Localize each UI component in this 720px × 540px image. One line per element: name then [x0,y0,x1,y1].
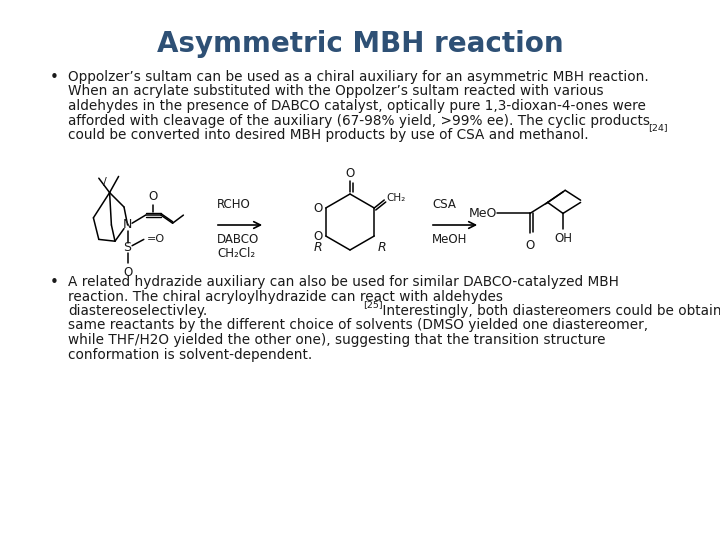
Text: could be converted into desired MBH products by use of CSA and methanol.: could be converted into desired MBH prod… [68,128,589,142]
Text: R: R [314,241,323,254]
Text: conformation is solvent-dependent.: conformation is solvent-dependent. [68,348,312,361]
Text: same reactants by the different choice of solvents (DMSO yielded one diastereome: same reactants by the different choice o… [68,319,648,333]
Text: afforded with cleavage of the auxiliary (67-98% yield, >99% ee). The cyclic prod: afforded with cleavage of the auxiliary … [68,113,650,127]
Text: aldehydes in the presence of DABCO catalyst, optically pure 1,3-dioxan-4-ones we: aldehydes in the presence of DABCO catal… [68,99,646,113]
Text: Asymmetric MBH reaction: Asymmetric MBH reaction [157,30,563,58]
Text: R: R [377,241,386,254]
Text: CSA: CSA [432,198,456,211]
Text: A related hydrazide auxiliary can also be used for similar DABCO-catalyzed MBH: A related hydrazide auxiliary can also b… [68,275,619,289]
Text: diastereoselectivley.: diastereoselectivley. [68,304,207,318]
Text: O: O [526,239,535,252]
Text: O: O [313,201,323,214]
Text: •: • [50,275,59,290]
Text: [24]: [24] [648,123,667,132]
Text: S: S [124,241,132,254]
Text: RCHO: RCHO [217,198,251,211]
Text: while THF/H2O yielded the other one), suggesting that the transition structure: while THF/H2O yielded the other one), su… [68,333,606,347]
Text: OH: OH [554,232,572,245]
Text: Oppolzer’s sultam can be used as a chiral auxiliary for an asymmetric MBH reacti: Oppolzer’s sultam can be used as a chira… [68,70,649,84]
Text: N: N [123,219,132,232]
Text: MeO: MeO [469,207,497,220]
Text: •: • [50,70,59,85]
Text: =O: =O [146,233,165,244]
Text: reaction. The chiral acryloylhydrazide can react with aldehydes: reaction. The chiral acryloylhydrazide c… [68,289,503,303]
Text: O: O [313,230,323,242]
Text: When an acrylate substituted with the Oppolzer’s sultam reacted with various: When an acrylate substituted with the Op… [68,84,603,98]
Text: O: O [123,266,132,279]
Text: O: O [148,191,158,204]
Text: MeOH: MeOH [432,233,467,246]
Text: CH₂Cl₂: CH₂Cl₂ [217,247,255,260]
Text: /: / [103,177,107,187]
Text: CH₂: CH₂ [386,193,405,203]
Text: [25]: [25] [363,300,382,309]
Text: Interestingly, both diastereomers could be obtained from the: Interestingly, both diastereomers could … [378,304,720,318]
Text: O: O [346,167,355,180]
Text: DABCO: DABCO [217,233,259,246]
